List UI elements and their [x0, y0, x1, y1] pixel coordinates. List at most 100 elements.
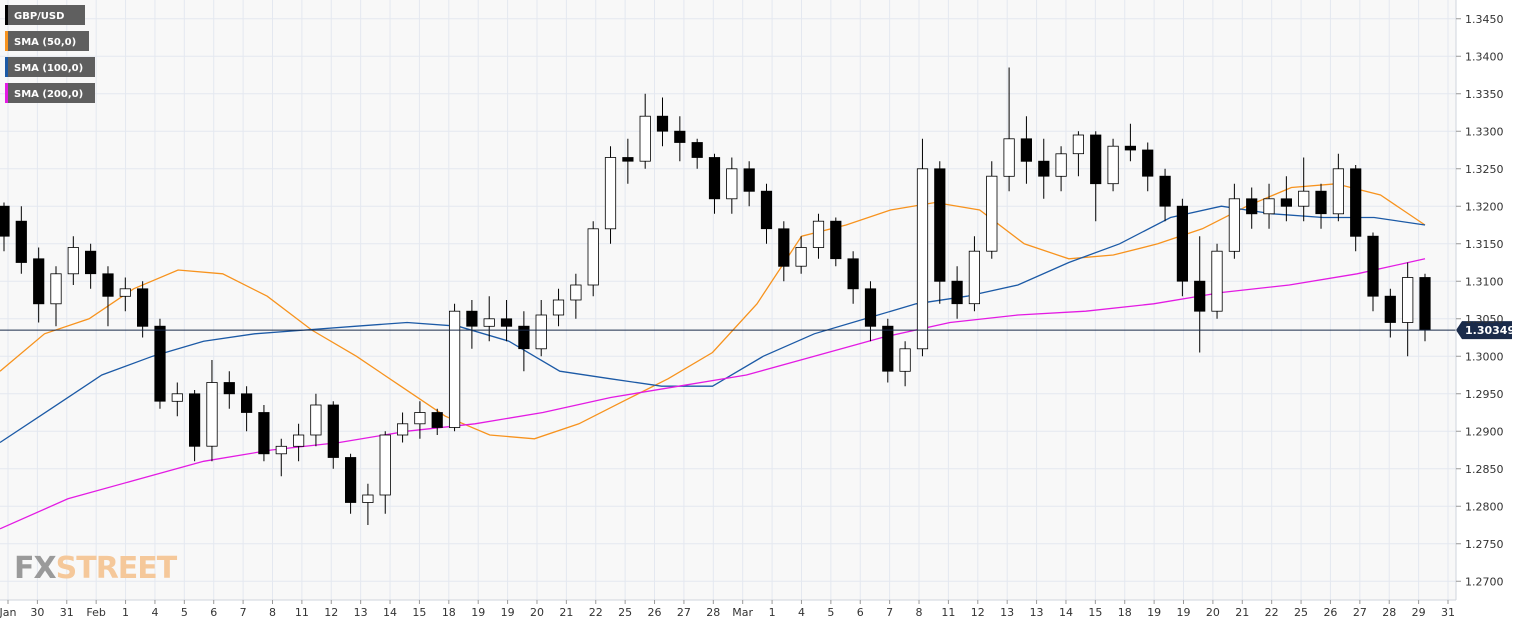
y-tick-label: 1.3050	[1465, 313, 1504, 326]
legend-label: SMA (200,0)	[14, 89, 83, 100]
candle	[778, 221, 790, 282]
candle	[726, 157, 738, 214]
candle	[604, 146, 617, 244]
candle-body-down	[500, 318, 513, 327]
x-tick-label: 15	[1088, 606, 1102, 619]
x-tick-label: 1	[769, 606, 776, 619]
y-tick-label: 1.2800	[1465, 500, 1504, 513]
candle-body-down	[864, 288, 877, 327]
price-tag-label: 1.30349	[1465, 324, 1515, 337]
legend-box	[5, 57, 95, 77]
candle-body-up	[379, 434, 391, 496]
legend-box	[5, 31, 89, 51]
candle-body-up	[899, 348, 911, 372]
candle	[1003, 67, 1015, 192]
y-tick-label: 1.3150	[1465, 238, 1504, 251]
legend-swatch	[5, 83, 8, 103]
candle-body-down	[1142, 149, 1154, 177]
x-tick-label: 27	[677, 606, 691, 619]
y-axis: 1.3450 1.3400 1.3350 1.3300 1.3250 1.3200 1.31…	[1455, 0, 1504, 600]
candle-body-up	[483, 318, 495, 327]
candle-body-down	[102, 273, 114, 297]
x-tick-label: 14	[1059, 606, 1073, 619]
y-tick-label: 1.3250	[1465, 163, 1504, 176]
candle-body-up	[986, 175, 998, 252]
candle-body-up	[639, 115, 651, 162]
y-tick-label: 1.3100	[1465, 275, 1504, 288]
legend-box	[5, 83, 95, 103]
candle-body-down	[1159, 175, 1171, 207]
x-tick-label: 29	[1412, 606, 1426, 619]
candle	[206, 360, 218, 462]
candle	[1367, 232, 1379, 312]
candle-body-down	[934, 168, 946, 282]
candle-body-up	[206, 382, 218, 447]
y-tick-label: 1.3400	[1465, 50, 1504, 63]
candle	[1228, 183, 1240, 259]
candle-body-up	[119, 288, 131, 297]
sma-line-2	[0, 258, 1426, 530]
x-tick-label: 13	[1030, 606, 1044, 619]
legend-label: SMA (100,0)	[14, 63, 83, 74]
candle	[102, 266, 114, 327]
x-tick-label: 30	[30, 606, 44, 619]
candle-body-down	[951, 280, 963, 305]
candle-body-up	[292, 434, 305, 447]
x-tick-label: 14	[383, 606, 397, 619]
x-tick-label: 21	[1235, 606, 1249, 619]
candle-body-up	[171, 393, 183, 402]
x-tick-label: 21	[559, 606, 573, 619]
x-tick-label: 31	[60, 606, 74, 619]
current-price-line: 1.30349	[0, 321, 1515, 340]
x-tick-label: 25	[1294, 606, 1308, 619]
candle	[223, 371, 235, 409]
x-tick-label: 1	[122, 606, 129, 619]
candle-body-down	[1246, 198, 1258, 215]
x-tick-label: 22	[1265, 606, 1279, 619]
candle	[344, 453, 357, 514]
candle-body-down	[136, 288, 149, 327]
x-tick-label: 28	[1382, 606, 1396, 619]
candle	[518, 311, 530, 372]
candle	[188, 390, 201, 462]
candle-body-down	[154, 325, 166, 402]
candle-body-down	[518, 325, 530, 350]
x-tick-label: 4	[798, 606, 805, 619]
x-tick-label: 19	[1177, 606, 1191, 619]
legend-item: SMA (100,0)	[5, 57, 95, 77]
candle-body-down	[0, 205, 10, 237]
candle	[15, 206, 27, 274]
candle-body-up	[570, 284, 582, 301]
x-tick-label: 7	[240, 606, 247, 619]
candle-body-up	[726, 168, 738, 200]
candle-body-down	[188, 393, 201, 447]
svg-text:FXSTREET: FXSTREET	[14, 551, 178, 586]
candle	[119, 277, 131, 312]
candle-body-down	[708, 157, 721, 200]
candle-body-up	[448, 310, 461, 428]
candle	[1246, 187, 1258, 229]
candle	[1298, 157, 1310, 222]
y-tick-label: 1.3350	[1465, 88, 1504, 101]
candle	[50, 266, 62, 327]
candle-body-down	[223, 382, 235, 395]
candle	[0, 202, 10, 252]
x-tick-label: 6	[210, 606, 217, 619]
legend-swatch	[5, 5, 8, 25]
candle	[1072, 131, 1084, 177]
x-tick-label: 11	[295, 606, 309, 619]
x-tick-label: 22	[589, 606, 603, 619]
candle-body-up	[1402, 277, 1414, 323]
x-tick-label: 20	[530, 606, 544, 619]
candle	[1384, 288, 1396, 338]
candle-body-up	[396, 423, 409, 436]
candle	[1107, 138, 1119, 192]
candle	[847, 251, 859, 304]
candle	[379, 431, 391, 514]
candle-body-up	[968, 250, 981, 305]
legend-label: GBP/USD	[14, 11, 64, 22]
candle	[1159, 168, 1171, 222]
candle	[258, 405, 270, 462]
x-tick-label: 27	[1353, 606, 1367, 619]
